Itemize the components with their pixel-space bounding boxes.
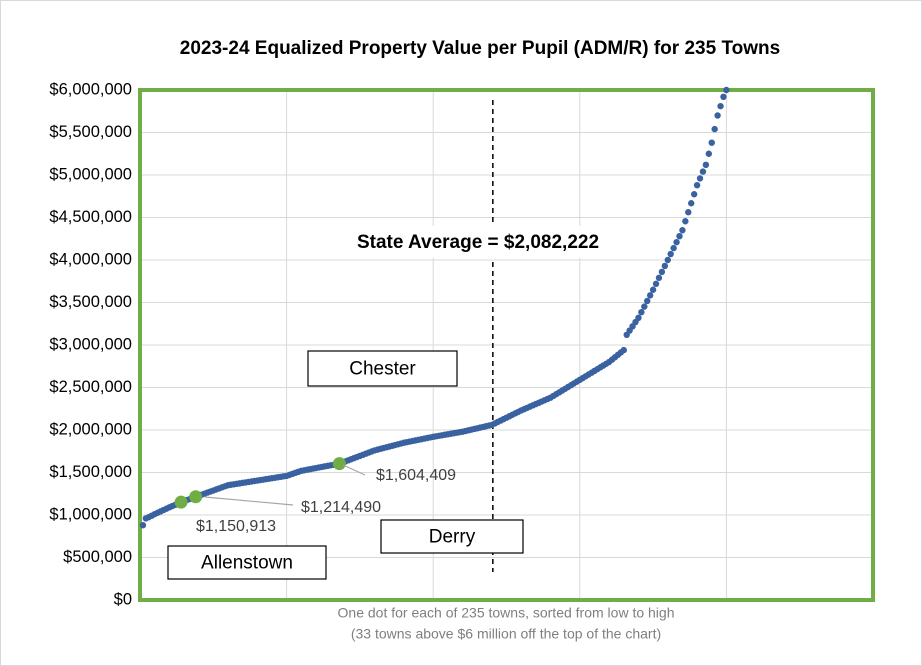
y-tick-label: $1,500,000 — [49, 463, 132, 481]
annotation: Chester — [349, 359, 416, 380]
data-point — [620, 346, 627, 354]
data-point — [679, 227, 686, 234]
x-axis-label: One dot for each of 235 towns, sorted fr… — [338, 605, 675, 621]
x-axis-label: (33 towns above $6 million off the top o… — [351, 626, 661, 642]
data-point — [702, 161, 710, 168]
data-point — [723, 86, 730, 94]
y-tick-label: $6,000,000 — [49, 80, 132, 98]
y-tick-label: $2,500,000 — [49, 378, 132, 396]
leader-line — [204, 496, 294, 506]
annotation-box — [167, 545, 327, 580]
data-point — [720, 93, 727, 101]
data-point — [705, 150, 713, 157]
annotation-box — [380, 519, 524, 554]
data-point — [685, 209, 692, 216]
highlight-point — [189, 490, 203, 504]
data-point — [652, 280, 660, 287]
y-tick-label: $500,000 — [63, 548, 132, 566]
data-point — [717, 102, 724, 110]
data-point — [688, 200, 695, 207]
leader-line — [342, 464, 366, 476]
y-tick-label: $3,500,000 — [49, 293, 132, 311]
data-point — [699, 168, 707, 175]
data-point — [638, 308, 645, 316]
chart-title: 2023-24 Equalized Property Value per Pup… — [180, 38, 780, 59]
y-tick-label: $5,000,000 — [49, 165, 132, 183]
data-point — [646, 292, 654, 299]
data-label: $1,150,913 — [196, 518, 276, 535]
highlight-point — [174, 495, 188, 509]
y-tick-label: $3,000,000 — [49, 335, 132, 353]
reference-label: State Average = $2,082,222 — [357, 232, 599, 253]
data-point — [676, 233, 683, 240]
plot-border — [138, 88, 875, 602]
data-point — [661, 262, 669, 270]
data-label: $1,604,409 — [376, 467, 456, 484]
data-point — [655, 274, 663, 282]
y-tick-label: $1,000,000 — [49, 505, 132, 523]
data-point — [670, 244, 677, 252]
data-point — [673, 238, 680, 246]
data-label: $1,214,490 — [301, 499, 381, 516]
data-point — [635, 314, 642, 321]
data-point — [658, 268, 666, 276]
y-tick-label: $2,000,000 — [49, 420, 132, 438]
data-point — [664, 256, 671, 264]
data-point — [708, 139, 715, 146]
y-tick-label: $5,500,000 — [49, 123, 132, 141]
data-point — [696, 175, 704, 182]
data-point — [714, 112, 721, 119]
y-tick-label: $4,500,000 — [49, 208, 132, 226]
data-point — [649, 286, 657, 293]
annotation: Derry — [429, 527, 476, 548]
y-tick-label: $4,000,000 — [49, 250, 132, 268]
highlight-point — [332, 457, 346, 471]
data-point — [139, 522, 147, 529]
data-point — [693, 182, 701, 189]
reference-label-bg — [330, 226, 626, 258]
data-point — [711, 125, 718, 133]
annotation: Allenstown — [201, 553, 293, 574]
data-point — [667, 250, 674, 258]
data-point — [644, 297, 651, 305]
annotation-box — [307, 350, 458, 387]
data-point — [690, 191, 698, 198]
y-tick-label: $0 — [114, 590, 132, 608]
data-point — [641, 303, 648, 310]
data-point — [682, 218, 689, 225]
